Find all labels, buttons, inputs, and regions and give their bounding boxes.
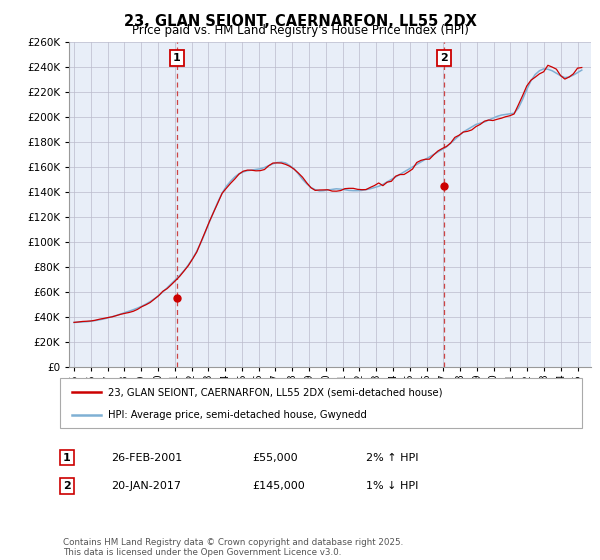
- Text: Contains HM Land Registry data © Crown copyright and database right 2025.
This d: Contains HM Land Registry data © Crown c…: [63, 538, 403, 557]
- Text: £55,000: £55,000: [252, 452, 298, 463]
- Text: 23, GLAN SEIONT, CAERNARFON, LL55 2DX (semi-detached house): 23, GLAN SEIONT, CAERNARFON, LL55 2DX (s…: [108, 387, 443, 397]
- Text: 1: 1: [173, 53, 181, 63]
- Text: Price paid vs. HM Land Registry's House Price Index (HPI): Price paid vs. HM Land Registry's House …: [131, 24, 469, 37]
- Text: £145,000: £145,000: [252, 481, 305, 491]
- Text: HPI: Average price, semi-detached house, Gwynedd: HPI: Average price, semi-detached house,…: [108, 410, 367, 421]
- Text: 2: 2: [440, 53, 448, 63]
- Text: 26-FEB-2001: 26-FEB-2001: [111, 452, 182, 463]
- Text: 23, GLAN SEIONT, CAERNARFON, LL55 2DX: 23, GLAN SEIONT, CAERNARFON, LL55 2DX: [124, 14, 476, 29]
- Text: 2: 2: [63, 481, 71, 491]
- Text: 2% ↑ HPI: 2% ↑ HPI: [366, 452, 419, 463]
- Text: 1: 1: [63, 452, 71, 463]
- Text: 1% ↓ HPI: 1% ↓ HPI: [366, 481, 418, 491]
- Text: 20-JAN-2017: 20-JAN-2017: [111, 481, 181, 491]
